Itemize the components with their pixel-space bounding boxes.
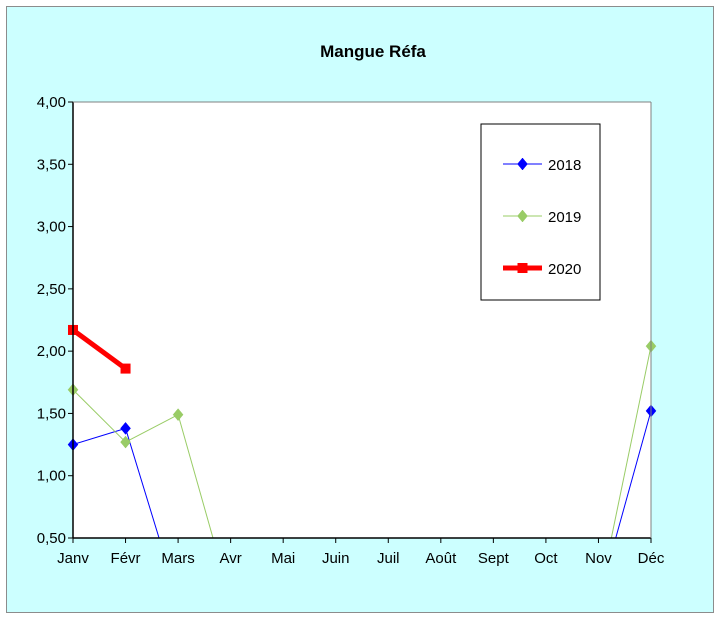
axis-layer: 0,50 1,00 1,50 2,00 2,50 3,00 3,50 4,00 Janv Févr… (37, 94, 665, 567)
x-tick-label: Mai (271, 550, 295, 567)
y-tick-label: 2,50 (37, 281, 66, 298)
series-2020-line (73, 327, 128, 371)
x-tick-label: Déc (638, 550, 665, 567)
y-tick-label: 4,00 (37, 94, 66, 111)
series-2019-line (73, 389, 214, 538)
line-chart: Mangue Réfa 0,50 1,00 1,50 2,00 2,50 3,00 3,50… (37, 42, 665, 567)
legend: 2018 2019 2020 (480, 123, 601, 301)
legend-label: 2019 (548, 209, 581, 226)
x-tick-label: Juin (322, 550, 350, 567)
series-2018-line (615, 410, 651, 538)
chart-area: Mangue Réfa 0,50 1,00 1,50 2,00 2,50 3,00 3,50… (6, 6, 714, 613)
x-tick-label: Févr (111, 550, 141, 567)
x-tick-label: Oct (534, 550, 558, 567)
legend-swatch-marker (517, 263, 528, 273)
x-tick-label: Juil (377, 550, 400, 567)
y-tick-label: 3,00 (37, 219, 66, 236)
chart-title: Mangue Réfa (320, 42, 426, 61)
legend-label: 2018 (548, 157, 581, 174)
legend-box (480, 123, 601, 301)
x-tick-label: Janv (57, 550, 89, 567)
y-tick-label: 1,50 (37, 405, 66, 422)
x-tick-label: Avr (220, 550, 242, 567)
x-tick-label: Sept (478, 550, 510, 567)
x-tick-label: Mars (161, 550, 194, 567)
y-tick-label: 0,50 (37, 530, 66, 547)
y-tick-label: 2,00 (37, 343, 66, 360)
y-tick-label: 1,00 (37, 468, 66, 485)
series-2019-point (120, 435, 131, 449)
legend-swatch-marker (517, 157, 528, 171)
series-2018-point (120, 421, 131, 435)
x-tick-label: Août (425, 550, 457, 567)
y-tick-label: 3,50 (37, 156, 66, 173)
legend-label: 2020 (548, 261, 581, 278)
series-layer (73, 327, 651, 538)
legend-swatch-marker (517, 209, 528, 223)
x-tick-label: Nov (585, 550, 612, 567)
series-2019-point (172, 408, 184, 422)
series-2019-line (610, 346, 651, 538)
series-2020-point (120, 363, 131, 374)
